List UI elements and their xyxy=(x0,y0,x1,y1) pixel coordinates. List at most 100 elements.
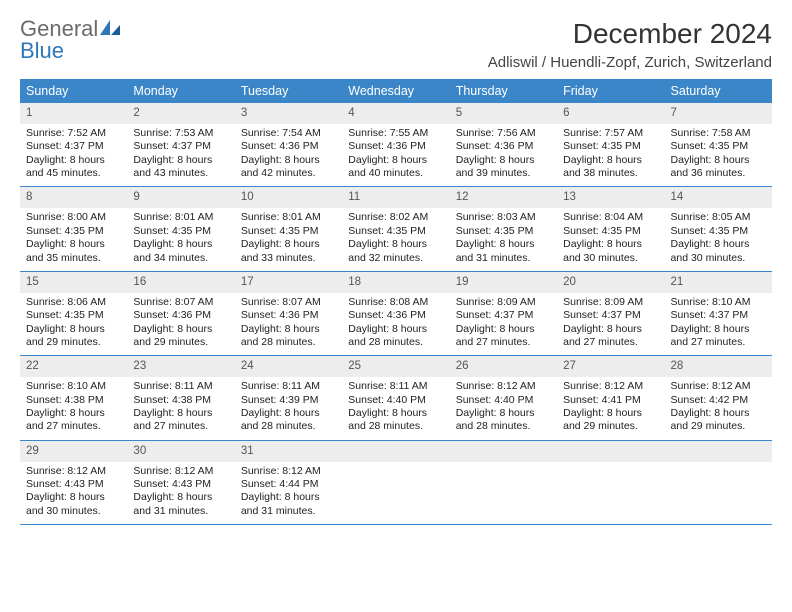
sunset-text: Sunset: 4:37 PM xyxy=(26,140,121,153)
sunrise-text: Sunrise: 8:08 AM xyxy=(348,296,443,309)
day-body: Sunrise: 8:12 AMSunset: 4:41 PMDaylight:… xyxy=(557,377,664,440)
sunset-text: Sunset: 4:35 PM xyxy=(26,225,121,238)
daylight-text: and 28 minutes. xyxy=(456,420,551,433)
daylight-text: and 42 minutes. xyxy=(241,167,336,180)
daylight-text: and 27 minutes. xyxy=(671,336,766,349)
day-body: Sunrise: 8:11 AMSunset: 4:38 PMDaylight:… xyxy=(127,377,234,440)
day-number: 10 xyxy=(235,187,342,208)
daylight-text: Daylight: 8 hours xyxy=(241,407,336,420)
day-number: 23 xyxy=(127,356,234,377)
day-number: 14 xyxy=(665,187,772,208)
location: Adliswil / Huendli-Zopf, Zurich, Switzer… xyxy=(488,54,772,71)
sunset-text: Sunset: 4:35 PM xyxy=(563,140,658,153)
sunrise-text: Sunrise: 8:12 AM xyxy=(241,465,336,478)
daylight-text: Daylight: 8 hours xyxy=(563,323,658,336)
day-cell: 29Sunrise: 8:12 AMSunset: 4:43 PMDayligh… xyxy=(20,441,127,524)
day-body: Sunrise: 7:52 AMSunset: 4:37 PMDaylight:… xyxy=(20,124,127,187)
sunrise-text: Sunrise: 8:05 AM xyxy=(671,211,766,224)
day-body: Sunrise: 8:10 AMSunset: 4:38 PMDaylight:… xyxy=(20,377,127,440)
daylight-text: and 31 minutes. xyxy=(241,505,336,518)
day-cell: 11Sunrise: 8:02 AMSunset: 4:35 PMDayligh… xyxy=(342,187,449,270)
daylight-text: and 32 minutes. xyxy=(348,252,443,265)
day-number: 31 xyxy=(235,441,342,462)
day-cell xyxy=(557,441,664,524)
day-cell: 9Sunrise: 8:01 AMSunset: 4:35 PMDaylight… xyxy=(127,187,234,270)
day-cell: 22Sunrise: 8:10 AMSunset: 4:38 PMDayligh… xyxy=(20,356,127,439)
day-number xyxy=(450,441,557,462)
day-body: Sunrise: 8:11 AMSunset: 4:40 PMDaylight:… xyxy=(342,377,449,440)
sunrise-text: Sunrise: 8:11 AM xyxy=(133,380,228,393)
day-cell: 6Sunrise: 7:57 AMSunset: 4:35 PMDaylight… xyxy=(557,103,664,186)
sunrise-text: Sunrise: 8:07 AM xyxy=(241,296,336,309)
daylight-text: Daylight: 8 hours xyxy=(241,323,336,336)
sunset-text: Sunset: 4:43 PM xyxy=(26,478,121,491)
day-body: Sunrise: 7:56 AMSunset: 4:36 PMDaylight:… xyxy=(450,124,557,187)
day-cell: 8Sunrise: 8:00 AMSunset: 4:35 PMDaylight… xyxy=(20,187,127,270)
day-body: Sunrise: 8:09 AMSunset: 4:37 PMDaylight:… xyxy=(450,293,557,356)
sunset-text: Sunset: 4:40 PM xyxy=(348,394,443,407)
sunset-text: Sunset: 4:35 PM xyxy=(563,225,658,238)
sunset-text: Sunset: 4:36 PM xyxy=(348,140,443,153)
daylight-text: Daylight: 8 hours xyxy=(671,323,766,336)
dow-saturday: Saturday xyxy=(665,79,772,103)
day-cell: 27Sunrise: 8:12 AMSunset: 4:41 PMDayligh… xyxy=(557,356,664,439)
day-cell: 30Sunrise: 8:12 AMSunset: 4:43 PMDayligh… xyxy=(127,441,234,524)
day-number: 27 xyxy=(557,356,664,377)
sunset-text: Sunset: 4:35 PM xyxy=(456,225,551,238)
day-number: 13 xyxy=(557,187,664,208)
sunset-text: Sunset: 4:35 PM xyxy=(671,225,766,238)
daylight-text: Daylight: 8 hours xyxy=(26,491,121,504)
daylight-text: and 27 minutes. xyxy=(456,336,551,349)
day-number: 9 xyxy=(127,187,234,208)
day-body: Sunrise: 7:58 AMSunset: 4:35 PMDaylight:… xyxy=(665,124,772,187)
day-body: Sunrise: 8:12 AMSunset: 4:40 PMDaylight:… xyxy=(450,377,557,440)
logo-word2: Blue xyxy=(20,38,64,63)
day-number: 6 xyxy=(557,103,664,124)
day-number: 26 xyxy=(450,356,557,377)
daylight-text: and 35 minutes. xyxy=(26,252,121,265)
daylight-text: and 31 minutes. xyxy=(133,505,228,518)
daylight-text: and 29 minutes. xyxy=(133,336,228,349)
daylight-text: and 38 minutes. xyxy=(563,167,658,180)
day-cell xyxy=(665,441,772,524)
logo-sail-icon xyxy=(100,18,122,40)
daylight-text: Daylight: 8 hours xyxy=(348,154,443,167)
daylight-text: Daylight: 8 hours xyxy=(133,491,228,504)
dow-monday: Monday xyxy=(127,79,234,103)
daylight-text: and 30 minutes. xyxy=(671,252,766,265)
day-number: 28 xyxy=(665,356,772,377)
sunset-text: Sunset: 4:38 PM xyxy=(133,394,228,407)
daylight-text: and 33 minutes. xyxy=(241,252,336,265)
week-row: 15Sunrise: 8:06 AMSunset: 4:35 PMDayligh… xyxy=(20,272,772,356)
day-body: Sunrise: 8:11 AMSunset: 4:39 PMDaylight:… xyxy=(235,377,342,440)
daylight-text: and 30 minutes. xyxy=(26,505,121,518)
day-cell: 17Sunrise: 8:07 AMSunset: 4:36 PMDayligh… xyxy=(235,272,342,355)
day-number: 29 xyxy=(20,441,127,462)
daylight-text: and 28 minutes. xyxy=(348,336,443,349)
daylight-text: and 40 minutes. xyxy=(348,167,443,180)
daylight-text: Daylight: 8 hours xyxy=(348,238,443,251)
day-number xyxy=(665,441,772,462)
daylight-text: and 43 minutes. xyxy=(133,167,228,180)
day-body xyxy=(557,462,664,514)
sunset-text: Sunset: 4:44 PM xyxy=(241,478,336,491)
day-number: 12 xyxy=(450,187,557,208)
day-cell xyxy=(450,441,557,524)
day-cell: 12Sunrise: 8:03 AMSunset: 4:35 PMDayligh… xyxy=(450,187,557,270)
dow-sunday: Sunday xyxy=(20,79,127,103)
daylight-text: and 45 minutes. xyxy=(26,167,121,180)
dow-wednesday: Wednesday xyxy=(342,79,449,103)
sunset-text: Sunset: 4:42 PM xyxy=(671,394,766,407)
daylight-text: and 27 minutes. xyxy=(563,336,658,349)
day-number: 5 xyxy=(450,103,557,124)
sunrise-text: Sunrise: 8:09 AM xyxy=(456,296,551,309)
logo: General Blue xyxy=(20,18,122,62)
day-body: Sunrise: 8:10 AMSunset: 4:37 PMDaylight:… xyxy=(665,293,772,356)
sunset-text: Sunset: 4:41 PM xyxy=(563,394,658,407)
daylight-text: and 28 minutes. xyxy=(348,420,443,433)
day-cell: 4Sunrise: 7:55 AMSunset: 4:36 PMDaylight… xyxy=(342,103,449,186)
daylight-text: Daylight: 8 hours xyxy=(26,407,121,420)
day-body: Sunrise: 8:00 AMSunset: 4:35 PMDaylight:… xyxy=(20,208,127,271)
sunrise-text: Sunrise: 8:06 AM xyxy=(26,296,121,309)
sunset-text: Sunset: 4:38 PM xyxy=(26,394,121,407)
